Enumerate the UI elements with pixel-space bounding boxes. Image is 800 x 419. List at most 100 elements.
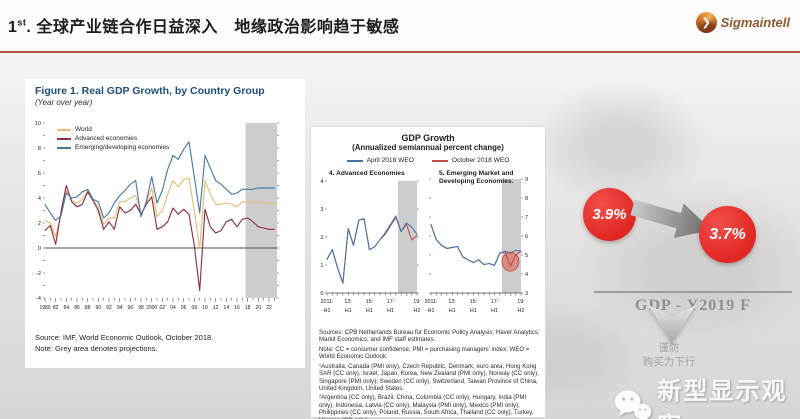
legend-item-emerging: Emerging/developing economies: [57, 143, 169, 152]
watermark-text: 新型显示观察: [657, 378, 788, 419]
title-underline: [0, 51, 800, 53]
callout-separator-line: [594, 291, 792, 293]
svg-text:88: 88: [85, 305, 91, 311]
svg-text:2000: 2000: [146, 305, 157, 311]
figure1-subtitle: (Year over year): [35, 98, 93, 107]
figure1-source-block: Source: IMF, World Economic Outlook, Oct…: [35, 333, 213, 355]
legend-label: Advanced economies: [75, 135, 138, 142]
svg-text:13:: 13:: [344, 299, 352, 305]
warning-text-line1: 谨防: [658, 342, 680, 354]
right-arrow-icon: [630, 199, 712, 238]
wechat-icon: [614, 390, 652, 419]
svg-text:H1: H1: [470, 308, 477, 314]
svg-text:15:: 15:: [366, 299, 374, 305]
title-number: 1: [8, 19, 18, 36]
gdp-forecast-new-badge: 3.7%: [699, 206, 756, 263]
legend-item-advanced: Advanced economies: [57, 134, 169, 143]
svg-text:2: 2: [38, 221, 41, 227]
svg-text:H1: H1: [449, 308, 456, 314]
gdp-caption: GDP - Y2019 F: [635, 297, 751, 314]
legend-label: October 2018 WEO: [451, 157, 510, 164]
world-line-swatch: [57, 128, 71, 131]
figure2-legend: April 2018 WEO October 2018 WEO: [311, 157, 545, 164]
svg-text:1: 1: [320, 263, 323, 269]
down-arrow-icon: [648, 305, 696, 343]
svg-text:15:: 15:: [470, 299, 478, 305]
svg-text:13:: 13:: [448, 299, 456, 305]
figure2-subtitle: (Annualized semiannual percent change): [352, 143, 504, 152]
svg-text:4: 4: [320, 179, 323, 185]
svg-text:19:: 19:: [413, 299, 421, 305]
figure2-panel: GDP Growth (Annualized semiannual percen…: [310, 126, 546, 419]
figure1-legend: World Advanced economies Emerging/develo…: [57, 125, 169, 152]
svg-text:17:: 17:: [491, 299, 499, 305]
svg-text:7: 7: [525, 215, 528, 221]
panel4-title: 4. Advanced Economies: [329, 170, 405, 177]
svg-text:94: 94: [117, 305, 123, 311]
svg-text:H1: H1: [491, 308, 498, 314]
svg-text:86: 86: [74, 305, 80, 311]
svg-text:-4: -4: [36, 296, 41, 302]
emerging-line-swatch: [57, 146, 71, 149]
page-title: 1st. 全球产业链合作日益深入 地缘政治影响趋于敏感: [8, 13, 399, 37]
svg-text:90: 90: [96, 305, 102, 311]
svg-text:9: 9: [525, 177, 528, 183]
wechat-watermark: 新型显示观察: [614, 371, 800, 419]
svg-text:82: 82: [53, 305, 59, 311]
advanced-economies-subchart: 4. Advanced Economies 0 1 2 3 4 2011: H1 13: H1 1…: [313, 169, 425, 326]
emerging-economies-subchart: 5. Emerging Market and Developing Economi…: [424, 169, 543, 326]
gdp-forecast-old-badge: 3.9%: [583, 188, 636, 241]
svg-text:5: 5: [525, 253, 528, 259]
svg-text:84: 84: [64, 305, 70, 311]
warning-text-line2: 购买力下行: [642, 356, 696, 368]
svg-text:3: 3: [525, 291, 528, 297]
svg-text:98: 98: [138, 305, 144, 311]
svg-text:3: 3: [320, 207, 323, 213]
svg-text:H1: H1: [345, 308, 352, 314]
panel5-title: 5. Emerging Market and Developing Economi…: [439, 170, 513, 185]
svg-text:8: 8: [525, 196, 528, 202]
sigmaintell-logo-text: Sigmaintell: [720, 15, 790, 30]
figure2-title: GDP Growth: [401, 133, 455, 143]
legend-label: Emerging/developing economies: [75, 144, 170, 151]
footnote-2: ²Argentina (CC only), Brazil, China, Col…: [319, 394, 534, 419]
panel5-title-line1: 5. Emerging Market and: [439, 170, 514, 177]
advanced-line-swatch: [57, 137, 71, 140]
figure1-source: Source: IMF, World Economic Outlook, Oct…: [35, 333, 214, 342]
panel4-chart: 0 1 2 3 4 2011: H1 13: H1 15: H1 17: H1 19: H2: [320, 179, 421, 314]
svg-text:22: 22: [266, 305, 272, 311]
figure1-note: Note: Grey area denotes projections.: [35, 343, 158, 353]
svg-text:92: 92: [106, 305, 112, 311]
april-weo-swatch: [346, 159, 363, 162]
slide-body: Figure 1. Real GDP Growth, by Country Gr…: [0, 53, 800, 419]
svg-text:18: 18: [245, 305, 251, 311]
legend-item-world: World: [57, 125, 169, 134]
svg-text:4: 4: [525, 272, 528, 278]
svg-text:-2: -2: [36, 271, 41, 277]
note-line: Note: CC = consumer confidence; PMI = pu…: [319, 345, 530, 361]
svg-text:1980: 1980: [39, 305, 50, 311]
svg-text:H1: H1: [428, 308, 435, 314]
slide-header: 1st. 全球产业链合作日益深入 地缘政治影响趋于敏感 ❯ Sigmaintel…: [0, 0, 800, 51]
svg-text:6: 6: [38, 171, 41, 177]
panel5-chart: 3 4 5 6 7 8 9 2011: H1 13: H1 15: H1 17: H1 19: H2: [424, 177, 528, 314]
svg-text:08: 08: [192, 305, 198, 311]
footnote-1: ¹Australia, Canada (PMI only), Czech Rep…: [319, 362, 539, 392]
svg-text:14: 14: [224, 305, 230, 311]
sigmaintell-logo-icon: ❯: [695, 12, 717, 33]
svg-text:10: 10: [35, 121, 41, 127]
svg-text:0: 0: [38, 246, 41, 252]
legend-label: World: [75, 126, 92, 133]
svg-text:2011:: 2011:: [425, 299, 438, 305]
svg-text:02: 02: [160, 305, 166, 311]
svg-text:H1: H1: [366, 308, 373, 314]
figure1-title: Figure 1. Real GDP Growth, by Country Gr…: [35, 85, 265, 97]
figure1-panel: Figure 1. Real GDP Growth, by Country Gr…: [25, 79, 305, 368]
svg-text:04: 04: [170, 305, 176, 311]
legend-item-april-weo: April 2018 WEO: [346, 157, 414, 164]
svg-text:2011:: 2011:: [320, 299, 333, 305]
legend-label: April 2018 WEO: [366, 157, 414, 164]
figure2-sources: Sources: CPB Netherlands Bureau for Econ…: [319, 329, 540, 419]
svg-text:4: 4: [38, 196, 41, 202]
